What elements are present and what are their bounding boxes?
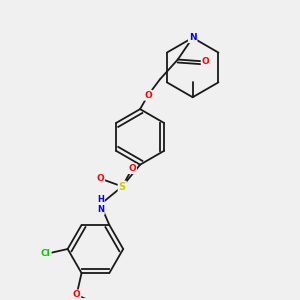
Text: O: O xyxy=(97,174,104,183)
Text: O: O xyxy=(73,290,80,299)
Text: S: S xyxy=(119,182,126,191)
Text: N: N xyxy=(189,33,196,42)
Text: O: O xyxy=(128,164,136,173)
Text: H
N: H N xyxy=(97,195,104,214)
Text: Cl: Cl xyxy=(41,250,51,259)
Text: O: O xyxy=(202,57,209,66)
Text: O: O xyxy=(144,91,152,100)
